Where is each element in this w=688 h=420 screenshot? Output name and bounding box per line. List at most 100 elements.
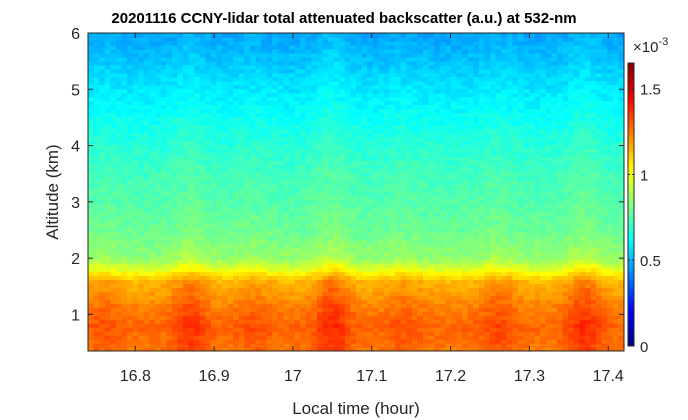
heatmap-cell	[222, 251, 229, 257]
heatmap-cell	[305, 343, 312, 348]
heatmap-cell	[93, 60, 100, 66]
heatmap-cell	[344, 247, 352, 253]
heatmap-cell	[110, 251, 117, 257]
heatmap-cell	[93, 235, 100, 241]
heatmap-cell	[311, 176, 318, 181]
heatmap-cell	[339, 331, 346, 336]
heatmap-cell	[378, 263, 385, 269]
heatmap-cell	[372, 184, 379, 189]
heatmap-cell	[389, 299, 396, 304]
heatmap-cell	[383, 315, 391, 320]
heatmap-cell	[244, 188, 251, 193]
heatmap-cell	[132, 76, 139, 82]
heatmap-cell	[277, 331, 285, 336]
heatmap-cell	[277, 199, 285, 205]
heatmap-cell	[99, 299, 106, 304]
heatmap-cell	[199, 144, 206, 149]
heatmap-cell	[93, 311, 100, 316]
heatmap-cell	[177, 168, 184, 173]
heatmap-cell	[350, 60, 357, 66]
heatmap-cell	[222, 223, 229, 229]
heatmap-cell	[406, 339, 413, 344]
heatmap-cell	[249, 36, 257, 42]
heatmap-cell	[428, 347, 435, 351]
heatmap-cell	[289, 60, 296, 66]
heatmap-cell	[244, 72, 251, 78]
heatmap-cell	[417, 259, 424, 265]
heatmap-cell	[88, 152, 95, 157]
heatmap-cell	[395, 60, 402, 66]
heatmap-cell	[188, 68, 195, 74]
heatmap-cell	[311, 343, 318, 348]
heatmap-cell	[356, 192, 363, 197]
heatmap-cell	[121, 56, 128, 62]
heatmap-cell	[367, 315, 374, 320]
heatmap-cell	[305, 223, 312, 229]
heatmap-cell	[222, 160, 229, 165]
heatmap-cell	[115, 132, 123, 137]
heatmap-cell	[227, 303, 234, 308]
heatmap-cell	[261, 239, 268, 245]
heatmap-cell	[356, 307, 363, 312]
heatmap-cell	[417, 108, 424, 114]
heatmap-cell	[177, 243, 184, 249]
heatmap-cell	[88, 287, 95, 292]
heatmap-cell	[138, 112, 145, 118]
heatmap-cell	[350, 291, 357, 296]
heatmap-cell	[127, 323, 134, 328]
heatmap-cell	[261, 219, 268, 225]
heatmap-cell	[333, 303, 340, 308]
heatmap-cell	[171, 239, 178, 245]
heatmap-cell	[378, 307, 385, 312]
heatmap-cell	[149, 108, 156, 114]
heatmap-cell	[311, 164, 318, 169]
heatmap-cell	[333, 235, 340, 241]
heatmap-cell	[166, 168, 173, 173]
heatmap-cell	[93, 271, 100, 277]
heatmap-cell	[361, 48, 368, 54]
heatmap-cell	[389, 112, 396, 118]
heatmap-cell	[300, 104, 307, 110]
heatmap-cell	[255, 275, 262, 281]
heatmap-cell	[383, 339, 391, 344]
heatmap-cell	[244, 307, 251, 312]
heatmap-cell	[249, 124, 257, 129]
heatmap-cell	[339, 132, 346, 137]
heatmap-cell	[378, 283, 385, 289]
heatmap-cell	[205, 88, 212, 94]
heatmap-cell	[361, 172, 368, 177]
heatmap-cell	[244, 140, 251, 145]
heatmap-cell	[121, 299, 128, 304]
heatmap-cell	[411, 323, 419, 328]
heatmap-cell	[132, 287, 139, 292]
heatmap-cell	[143, 104, 151, 110]
heatmap-cell	[121, 116, 128, 122]
heatmap-cell	[350, 172, 357, 177]
heatmap-cell	[238, 100, 245, 106]
heatmap-cell	[171, 40, 178, 46]
heatmap-cell	[99, 327, 106, 332]
heatmap-cell	[88, 251, 95, 257]
heatmap-cell	[289, 279, 296, 285]
heatmap-cell	[210, 239, 218, 245]
heatmap-cell	[138, 235, 145, 241]
heatmap-cell	[378, 299, 385, 304]
heatmap-cell	[143, 48, 151, 54]
heatmap-cell	[400, 144, 407, 149]
heatmap-cell	[88, 215, 95, 221]
heatmap-cell	[423, 259, 430, 265]
heatmap-cell	[143, 136, 151, 141]
heatmap-cell	[266, 207, 273, 213]
heatmap-cell	[110, 311, 117, 316]
heatmap-cell	[188, 287, 195, 292]
heatmap-cell	[294, 339, 301, 344]
heatmap-cell	[423, 132, 430, 137]
heatmap-cell	[361, 44, 368, 50]
heatmap-cell	[166, 223, 173, 229]
heatmap-cell	[322, 128, 329, 133]
heatmap-cell	[266, 72, 273, 78]
heatmap-cell	[93, 168, 100, 173]
heatmap-cell	[356, 144, 363, 149]
heatmap-cell	[406, 96, 413, 102]
heatmap-cell	[423, 48, 430, 54]
